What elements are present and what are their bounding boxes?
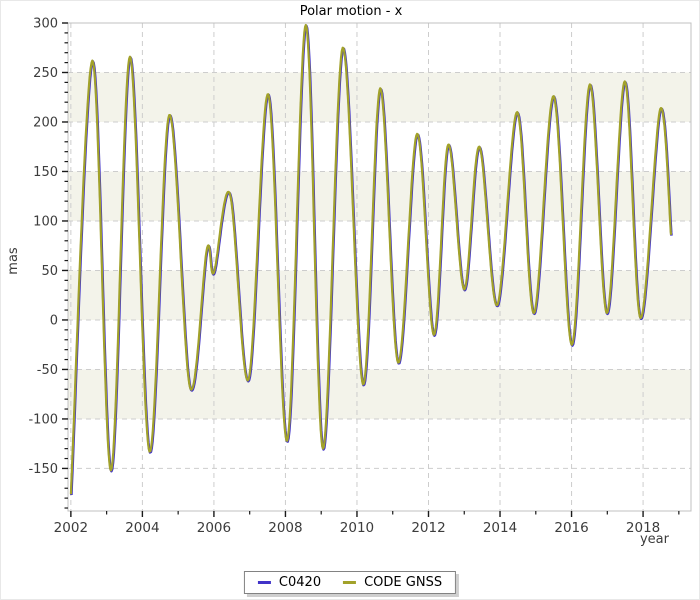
plot-band bbox=[68, 270, 691, 320]
y-tick-label: 100 bbox=[33, 214, 58, 229]
series-swatch-c0420 bbox=[257, 581, 271, 584]
y-tick-label: 250 bbox=[33, 66, 58, 81]
x-tick-label: 2014 bbox=[483, 520, 517, 536]
y-tick-label: -150 bbox=[28, 462, 58, 477]
y-tick-label: 300 bbox=[33, 17, 58, 32]
plot-band bbox=[68, 369, 691, 419]
series-swatch-code-gnss bbox=[343, 581, 357, 584]
x-tick-label: 2016 bbox=[554, 520, 588, 536]
y-tick-label: -100 bbox=[28, 412, 58, 427]
legend-item-c0420: C0420 bbox=[257, 575, 322, 590]
legend-item-code-gnss: CODE GNSS bbox=[343, 575, 442, 590]
plot-band bbox=[68, 171, 691, 221]
x-axis-title: year bbox=[639, 532, 669, 547]
series-line-code-gnss bbox=[69, 23, 673, 495]
legend: C0420 CODE GNSS bbox=[243, 571, 457, 594]
y-tick-label: -50 bbox=[37, 363, 58, 378]
x-tick-label: 2012 bbox=[411, 520, 445, 536]
legend-label-code-gnss: CODE GNSS bbox=[364, 575, 443, 590]
chart-title: Polar motion - x bbox=[299, 4, 403, 19]
legend-label-c0420: C0420 bbox=[278, 575, 322, 590]
y-tick-label: 50 bbox=[41, 264, 58, 279]
x-tick-label: 2008 bbox=[268, 520, 302, 536]
x-tick-label: 2010 bbox=[340, 520, 374, 536]
plot-frame bbox=[67, 22, 692, 512]
y-tick-label: 200 bbox=[33, 115, 58, 130]
x-tick-label: 2018 bbox=[626, 520, 660, 536]
x-tick-label: 2002 bbox=[54, 520, 88, 536]
x-tick-label: 2006 bbox=[197, 520, 231, 536]
y-tick-label: 150 bbox=[33, 165, 58, 180]
y-tick-label: 0 bbox=[50, 313, 58, 328]
x-tick-label: 2004 bbox=[125, 520, 159, 536]
